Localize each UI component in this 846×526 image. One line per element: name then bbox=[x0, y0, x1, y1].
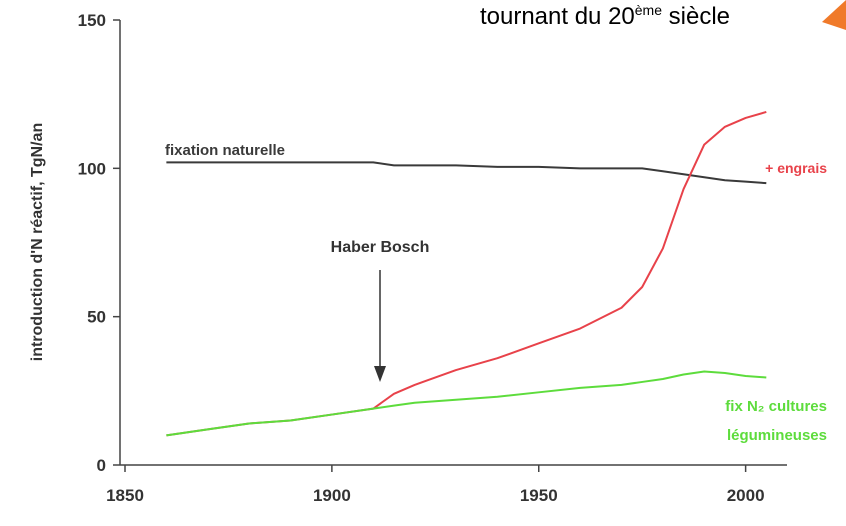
x-tick-label: 1850 bbox=[106, 486, 144, 505]
x-tick-label: 2000 bbox=[727, 486, 765, 505]
title-sup: ème bbox=[635, 2, 662, 18]
x-tick-label: 1950 bbox=[520, 486, 558, 505]
series-line bbox=[166, 370, 767, 437]
annotation: Haber Bosch bbox=[331, 239, 430, 256]
series-line bbox=[166, 161, 767, 185]
arrow-head bbox=[374, 366, 386, 382]
y-tick-label: 150 bbox=[78, 11, 106, 30]
annotation: légumineuses bbox=[727, 427, 827, 444]
annotation: fix N₂ cultures bbox=[725, 398, 827, 415]
series-line bbox=[166, 111, 767, 437]
y-tick-label: 50 bbox=[87, 308, 106, 327]
title-part: siècle bbox=[662, 3, 730, 30]
decoration bbox=[822, 0, 846, 30]
y-axis-label: introduction d'N réactif, TgN/an bbox=[29, 123, 46, 361]
annotation: + engrais bbox=[765, 160, 827, 176]
title-part: tournant du 20 bbox=[480, 3, 635, 30]
x-tick-label: 1900 bbox=[313, 486, 351, 505]
y-tick-label: 100 bbox=[78, 159, 106, 178]
annotation: fixation naturelle bbox=[165, 142, 285, 159]
y-tick-label: 0 bbox=[97, 456, 106, 475]
chart-title: tournant du 20ème siècle bbox=[480, 2, 730, 30]
